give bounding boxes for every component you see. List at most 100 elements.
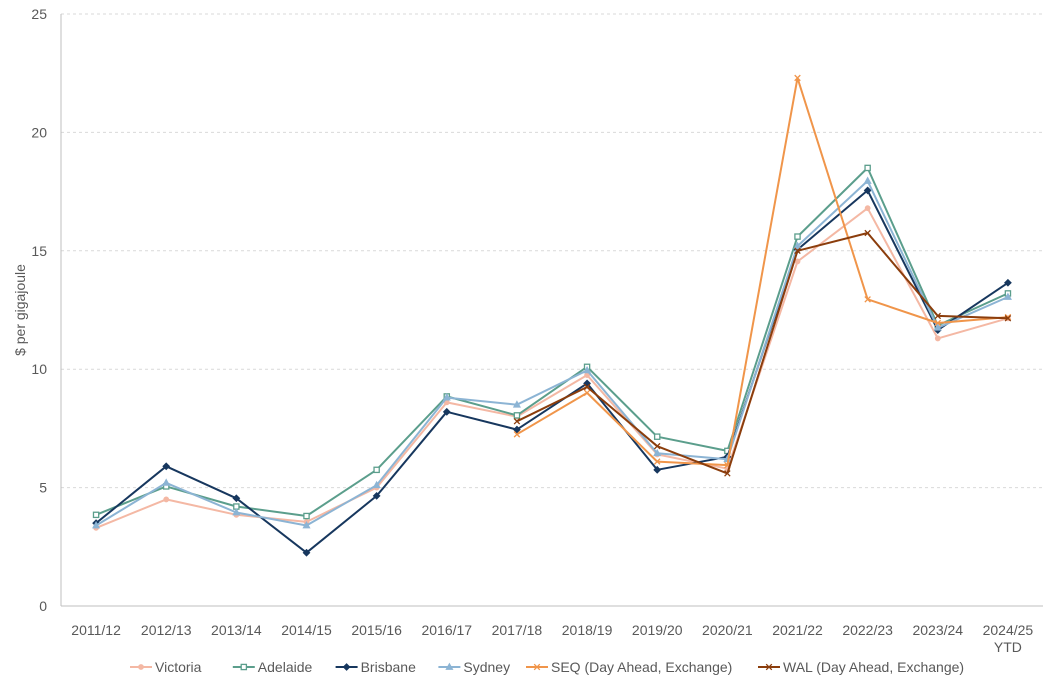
data-point: [934, 319, 942, 327]
data-point: [302, 548, 311, 557]
x-tick-label-line: 2011/12: [71, 622, 121, 638]
x-tick-label-line: 2022/23: [842, 622, 893, 638]
x-tick-label: 2012/13: [141, 622, 192, 638]
data-point: [933, 323, 942, 331]
data-point: [724, 470, 731, 477]
y-tick-label: 0: [39, 598, 47, 614]
data-point: [653, 442, 661, 450]
x-tick-label-line: YTD: [994, 639, 1022, 655]
x-tick-label-line: 2023/24: [912, 622, 963, 638]
data-point: [934, 312, 942, 320]
data-point: [864, 205, 871, 212]
legend-label: Brisbane: [361, 659, 416, 675]
y-axis-title: $ per gigajoule: [12, 264, 28, 356]
legend-item: Adelaide: [232, 659, 313, 675]
x-tick-label: 2011/12: [71, 622, 121, 638]
series-line: [516, 76, 1008, 467]
x-tick-label-line: 2019/20: [632, 622, 683, 638]
data-point: [794, 258, 801, 265]
data-point: [793, 241, 802, 249]
x-tick-label-line: 2013/14: [211, 622, 262, 638]
y-tick-label: 5: [39, 480, 47, 496]
series-line: [516, 232, 1008, 475]
data-point: [513, 431, 521, 438]
data-point: [372, 480, 381, 489]
data-point: [442, 407, 451, 416]
data-point: [794, 74, 801, 82]
series-victoria: [93, 205, 1011, 531]
legend-item: Brisbane: [335, 659, 416, 675]
x-tick-label: 2023/24: [912, 622, 963, 638]
series-line: [95, 179, 1009, 527]
x-tick-label: 2016/17: [421, 622, 472, 638]
data-point: [513, 425, 521, 434]
data-point: [513, 412, 521, 419]
series-sydney: [92, 176, 1012, 529]
x-tick-label-line: 2016/17: [421, 622, 472, 638]
series-wal-day-ahead-exchange: [513, 229, 1012, 477]
data-point: [513, 418, 521, 425]
y-tick-label: 20: [31, 124, 47, 140]
x-tick-label: 2015/16: [351, 622, 402, 638]
x-tick-label: 2024/25 YTD: [983, 622, 1034, 655]
data-point: [864, 164, 871, 172]
x-tick-label: 2022/23: [842, 622, 893, 638]
data-point: [512, 400, 521, 408]
x-tick-label-line: 2017/18: [492, 622, 543, 638]
x-tick-label: 2014/15: [281, 622, 332, 638]
x-tick-label-line: 2014/15: [281, 622, 332, 638]
series-lines: [92, 74, 1012, 557]
series-line: [95, 166, 1009, 517]
data-point: [794, 247, 801, 255]
legend-item: SEQ (Day Ahead, Exchange): [526, 659, 732, 675]
legend-item: Victoria: [130, 659, 202, 675]
legend-item: WAL (Day Ahead, Exchange): [758, 659, 964, 675]
x-tick-label-line: 2024/25: [983, 622, 1034, 638]
x-tick-label: 2013/14: [211, 622, 262, 638]
data-point: [864, 229, 871, 237]
legend-item: Sydney: [438, 659, 510, 675]
series-line: [95, 207, 1009, 529]
data-point: [92, 511, 100, 519]
data-point: [442, 393, 451, 401]
data-point: [240, 663, 248, 671]
data-point: [303, 512, 310, 520]
data-point: [162, 462, 171, 471]
data-point: [372, 491, 381, 500]
y-tick-label: 25: [31, 6, 47, 22]
axes: 0 5 10 15 20 25 2011/12 2012/13 2013/14 2014/15 20…: [12, 6, 1043, 655]
series-seq-day-ahead-exchange: [513, 74, 1012, 469]
x-tick-label: 2019/20: [632, 622, 683, 638]
data-point: [1003, 292, 1012, 300]
x-tick-label-line: 2015/16: [351, 622, 402, 638]
series-line: [95, 189, 1009, 554]
data-point: [302, 521, 311, 529]
data-point: [934, 335, 941, 342]
data-point: [163, 496, 170, 503]
data-point: [765, 663, 773, 671]
data-point: [373, 466, 380, 474]
x-tick-label-line: 2018/19: [562, 622, 613, 638]
legend-label: Victoria: [155, 659, 202, 675]
data-point: [92, 521, 101, 529]
data-point: [342, 663, 351, 671]
data-point: [138, 664, 144, 670]
x-tick-label-line: 2021/22: [772, 622, 823, 638]
legend-label: Sydney: [463, 659, 510, 675]
x-tick-label: 2018/19: [562, 622, 613, 638]
x-tick-label-line: 2020/21: [702, 622, 753, 638]
y-tick-label: 15: [31, 243, 47, 259]
x-tick-label-line: 2012/13: [141, 622, 192, 638]
legend: Victoria Adelaide Brisbane Sydney SEQ (Day A…: [130, 659, 964, 675]
data-point: [863, 186, 872, 195]
legend-label: SEQ (Day Ahead, Exchange): [551, 659, 732, 675]
data-point: [653, 465, 662, 474]
x-tick-label: 2020/21: [702, 622, 753, 638]
data-point: [864, 296, 871, 303]
legend-label: WAL (Day Ahead, Exchange): [783, 659, 964, 675]
data-point: [232, 508, 241, 516]
series-brisbane: [92, 186, 1012, 557]
data-point: [583, 389, 591, 397]
data-point: [1004, 315, 1012, 322]
